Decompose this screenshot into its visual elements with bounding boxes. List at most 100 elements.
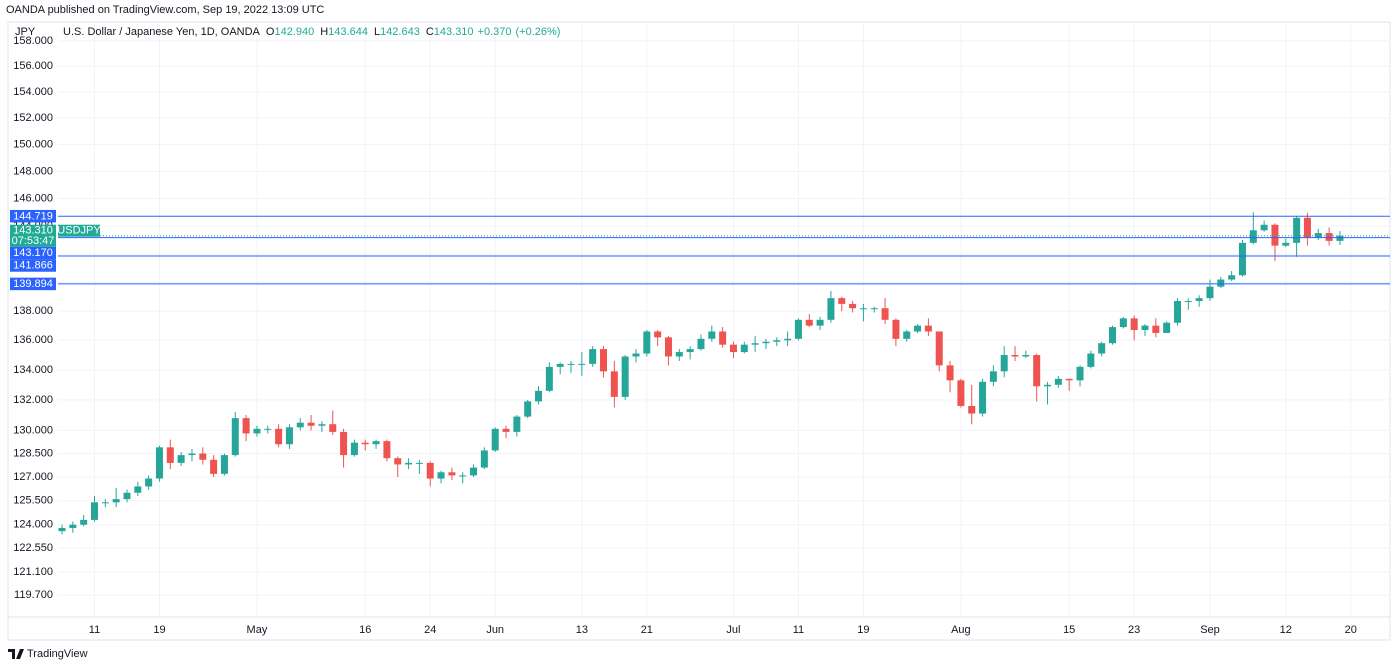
y-tick-label: 130.000 [13, 424, 53, 436]
candle-body [264, 428, 272, 430]
candle-body [979, 381, 987, 414]
candle-body [1163, 322, 1171, 333]
candle-body [166, 447, 174, 463]
candle-body [285, 427, 293, 445]
candle-body [415, 462, 423, 464]
candle-body [470, 467, 478, 476]
candle-body [253, 428, 261, 434]
candle-body [101, 502, 109, 504]
candle-body [1303, 217, 1311, 238]
candle-body [870, 308, 878, 310]
candle-body [220, 455, 228, 474]
candle-body [502, 428, 510, 432]
y-tick-label: 136.000 [13, 334, 53, 346]
candle-body [675, 352, 683, 357]
candle-body [794, 319, 802, 339]
x-tick-label: 11 [793, 624, 804, 636]
candle-body [881, 308, 889, 320]
candle-body [145, 478, 153, 487]
candle-body [69, 524, 77, 528]
y-tick-label: 148.000 [13, 165, 53, 177]
y-tick-label: 134.000 [13, 364, 53, 376]
candle-body [849, 303, 857, 309]
legend-value: 143.644 [328, 26, 368, 38]
candle-body [275, 428, 283, 445]
candle-body [1271, 224, 1279, 246]
legend-value: 142.643 [380, 26, 420, 38]
price-line-label: 143.170 [13, 247, 53, 259]
candle-body [1033, 355, 1041, 387]
x-tick-label: 24 [424, 624, 436, 636]
symbol-tag [58, 224, 100, 237]
candle-body [686, 349, 694, 353]
candle-body [1249, 230, 1257, 243]
candle-body [708, 331, 716, 339]
x-tick-label: 16 [359, 624, 371, 636]
candle-body [459, 475, 467, 477]
candle-body [296, 422, 304, 428]
last-price-label: 143.310 [13, 225, 53, 237]
candle-body [719, 331, 727, 345]
candle-body [448, 472, 456, 476]
x-tick-label: 11 [89, 624, 100, 636]
grid-layer [58, 22, 1390, 617]
countdown-label: 07:53:47 [12, 235, 55, 247]
candle-body [112, 499, 120, 503]
candle-body [134, 486, 142, 493]
candle-body [589, 349, 597, 364]
candle-body [1054, 378, 1062, 385]
candle-body [210, 459, 218, 474]
candle-body [1260, 224, 1268, 231]
candle-body [578, 363, 586, 365]
candle-body [664, 337, 672, 357]
currency-label: JPY [15, 26, 36, 38]
candle-body [556, 363, 564, 367]
candle-body [405, 462, 413, 465]
candle-body [513, 416, 521, 432]
candle-body [437, 472, 445, 479]
x-tick-label: Jun [486, 624, 504, 636]
legend-value: 142.940 [274, 26, 314, 38]
candle-body [231, 418, 239, 456]
legend-change-pct: (+0.26%) [516, 26, 561, 38]
candle-body [318, 424, 326, 426]
chart-title: U.S. Dollar / Japanese Yen, 1D, OANDA [63, 26, 261, 38]
legend-prefix: C [426, 26, 434, 38]
labels-layer: U.S. Dollar / Japanese Yen, 1D, OANDA O14… [10, 26, 1357, 636]
price-lines-layer [58, 215, 1390, 285]
y-tick-label: 146.000 [13, 192, 53, 204]
candle-body [1109, 327, 1117, 344]
candles-layer [58, 212, 1344, 535]
candle-body [350, 442, 358, 456]
candle-body [1336, 235, 1344, 241]
candle-body [1022, 355, 1030, 357]
brand-name: TradingView [27, 648, 88, 660]
y-tick-label: 119.700 [14, 589, 53, 601]
candle-body [827, 298, 835, 320]
y-tick-label: 152.000 [13, 112, 53, 124]
y-tick-label: 122.550 [13, 542, 53, 554]
y-tick-label: 132.000 [13, 394, 53, 406]
publisher-note: OANDA published on TradingView.com, Sep … [6, 4, 324, 16]
candle-body [1228, 275, 1236, 280]
x-tick-label: 21 [641, 624, 653, 636]
y-tick-label: 154.000 [13, 86, 53, 98]
candle-body [1206, 286, 1214, 299]
candle-body [914, 325, 922, 332]
candle-body [859, 308, 867, 310]
y-tick-label: 156.000 [13, 60, 53, 72]
candle-body [90, 502, 98, 520]
candle-body [480, 450, 488, 468]
candle-body [188, 453, 196, 456]
candle-body [545, 366, 553, 391]
chart-frame [7, 21, 1391, 641]
price-line-label: 144.719 [13, 210, 53, 222]
candle-body [968, 405, 976, 414]
last-price-box [10, 224, 56, 247]
candle-body [491, 428, 499, 451]
candle-body [740, 344, 748, 353]
candle-body [1044, 384, 1052, 387]
candle-body [1184, 301, 1192, 303]
candle-body [946, 365, 954, 381]
x-tick-label: 23 [1128, 624, 1140, 636]
